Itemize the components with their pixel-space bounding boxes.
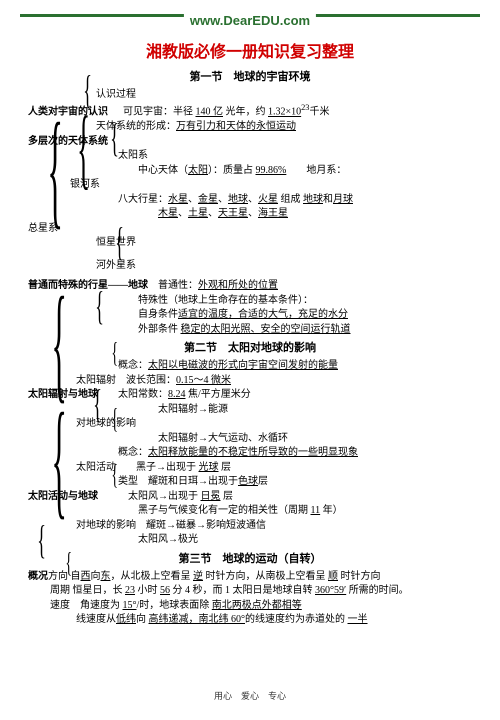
brace-icon: {	[93, 392, 102, 416]
text: 天体系统的形成：万有引力和天体的永恒运动	[28, 120, 472, 135]
section3-heading: 第三节 地球的运动（自转）	[28, 552, 472, 568]
outline-h: 多层次的天体系统	[28, 135, 472, 150]
text: 概念：太阳释放能量的不稳定性所导致的一些明显现象	[28, 446, 472, 461]
underline: 1.32×10	[268, 107, 301, 118]
text: 木星、土星、天王星、海王星	[28, 207, 472, 222]
text: 太阳活动 黑子→出现于 光球 层	[28, 461, 472, 476]
brace-icon: {	[51, 430, 67, 489]
text: 光年，约	[223, 107, 268, 118]
text: 线速度从低纬向 高纬递减，南北纬 60°的线速度约为赤道处的 一半	[28, 613, 472, 628]
section2-heading: 第二节 太阳对地球的影响	[28, 341, 472, 357]
brace-icon: {	[115, 230, 124, 254]
brace-icon: {	[95, 294, 104, 318]
text: 可见宇宙：半径	[123, 107, 196, 118]
outline-h: 人类对宇宙的认识	[28, 107, 108, 118]
text: 太阳风→极光	[28, 533, 472, 548]
text: 太阳系	[28, 149, 472, 164]
text: 千米	[309, 107, 329, 118]
content: { { { { { { { { { { { { { { 第一节 地球的宇宙环境 …	[0, 70, 500, 628]
text: 对地球的影响 耀斑→磁暴→影响短波通信	[28, 519, 472, 534]
text: 类型 耀斑和日珥→出现于色球层	[28, 475, 472, 490]
text: 太阳辐射→大气运动、水循环	[28, 432, 472, 447]
section1-heading: 第一节 地球的宇宙环境	[28, 70, 472, 86]
text: 银河系	[28, 178, 472, 193]
brace-icon: {	[51, 314, 67, 373]
text: 黑子与气候变化有一定的相关性（周期 11 年）	[28, 504, 472, 519]
brace-icon: {	[111, 468, 118, 485]
text: 概况方向 自西向东，从北极上空看呈 逆 时针方向，从南极上空看呈 顺 时针方向	[28, 570, 472, 585]
text: 恒星世界	[28, 236, 472, 251]
text: 认识过程	[28, 88, 472, 103]
text: 河外星系	[28, 259, 472, 274]
text: 中心天体（太阳）：质量占 99.86% 地月系：	[28, 164, 472, 179]
text: 概念：太阳以电磁波的形式向宇宙空间发射的能量	[28, 359, 472, 374]
text: 周期 恒星日，长 23 小时 56 分 4 秒，而 1 太阳日是地球自转 360…	[28, 584, 472, 599]
brace-icon: {	[111, 412, 118, 429]
outline-h: 太阳活动与地球 太阳风→出现于 日冕 层	[28, 490, 472, 505]
brace-icon: {	[65, 556, 72, 573]
brace-icon: {	[77, 126, 90, 171]
text: 速度 角速度为 15°/时，地球表面除 南北两极点外都相等	[28, 599, 472, 614]
brace-icon: {	[47, 140, 63, 199]
brace-icon: {	[111, 346, 118, 363]
brace-icon: {	[110, 126, 119, 150]
main-title: 湘教版必修一册知识复习整理	[0, 38, 500, 62]
text: 人类对宇宙的认识 可见宇宙：半径 140 亿 光年，约 1.32×1023千米	[28, 102, 472, 120]
header-url: www.DearEDU.com	[184, 13, 316, 28]
brace-icon: {	[37, 528, 46, 552]
underline: 140 亿	[196, 107, 224, 118]
text: 八大行星：水星、金星、地球、火星 组成 地球和月球	[28, 193, 472, 208]
footer: 用心 爱心 专心	[0, 689, 500, 702]
text: 总星系	[28, 222, 472, 237]
